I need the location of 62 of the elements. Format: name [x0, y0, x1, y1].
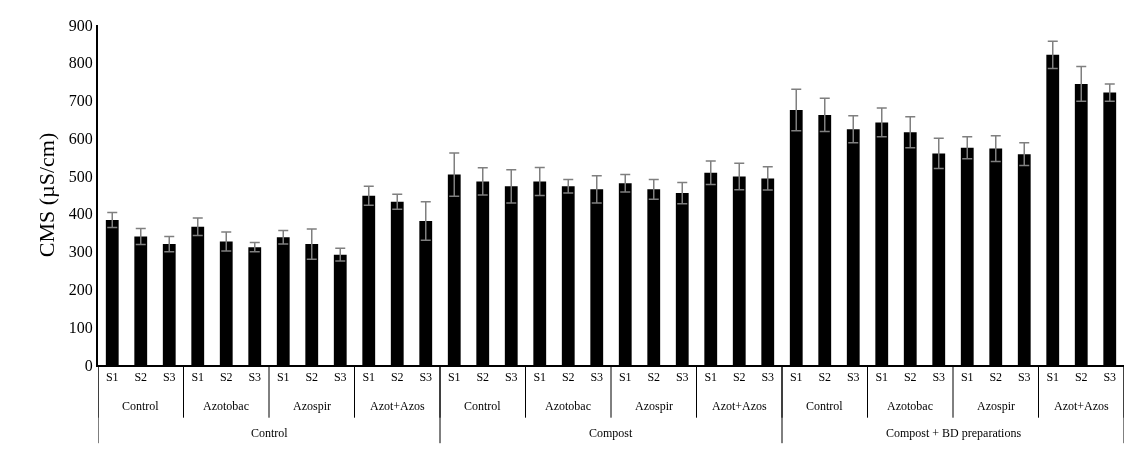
- text: Control: [464, 399, 502, 413]
- x-tick-label: S2: [305, 370, 319, 385]
- x-tick-label: S2: [818, 370, 832, 385]
- text: Azot+Azos: [1054, 399, 1110, 413]
- y-axis-title: CMS (µS/cm): [34, 132, 60, 258]
- x-tick-label: S2: [561, 370, 575, 385]
- y-tick-label: 900: [68, 16, 93, 34]
- y-tick-label: 800: [68, 54, 93, 72]
- x-tick-label: S3: [419, 370, 433, 385]
- x-tick-label: S3: [333, 370, 347, 385]
- text: Control: [806, 399, 844, 413]
- x-tick-label: S1: [533, 370, 547, 385]
- x-tick-label: S2: [134, 370, 148, 385]
- x-tick-label: S1: [960, 370, 974, 385]
- x-tick-label: S2: [732, 370, 746, 385]
- x-tick-label: S3: [1103, 370, 1117, 385]
- x-tick-label: S3: [932, 370, 946, 385]
- x-tick-label: S3: [846, 370, 860, 385]
- x-tick-label: S2: [1074, 370, 1088, 385]
- text: Azot+Azos: [370, 399, 426, 413]
- x-tick-label: S3: [590, 370, 604, 385]
- x-tick-label: S2: [476, 370, 490, 385]
- x-tick-label: S3: [675, 370, 689, 385]
- x-tick-label: S3: [1017, 370, 1031, 385]
- x-tick-label: S1: [362, 370, 376, 385]
- text: Azospir: [635, 399, 673, 413]
- x-tick-label: S3: [162, 370, 176, 385]
- y-tick-label: 600: [68, 129, 93, 147]
- x-tick-label: S2: [903, 370, 917, 385]
- x-tick-label: S1: [105, 370, 119, 385]
- x-tick-label: S1: [276, 370, 290, 385]
- y-tick-label: 700: [68, 92, 93, 110]
- x-tick-label: S1: [704, 370, 718, 385]
- x-tick-label: S1: [875, 370, 889, 385]
- x-tick-label: S1: [1046, 370, 1060, 385]
- x-tick-label: S3: [248, 370, 262, 385]
- x-tick-label: S1: [789, 370, 803, 385]
- x-tick-label: S1: [618, 370, 632, 385]
- text: Azotobac: [887, 399, 933, 413]
- text: Azospir: [977, 399, 1015, 413]
- text: Control: [251, 426, 289, 440]
- x-tick-label: S1: [447, 370, 461, 385]
- y-tick-label: 100: [68, 318, 93, 336]
- y-tick-label: 400: [68, 205, 93, 223]
- x-tick-label: S3: [761, 370, 775, 385]
- text: Compost + BD preparations: [886, 426, 1022, 440]
- text: Compost: [589, 426, 634, 440]
- y-tick-label: 200: [68, 281, 93, 299]
- text: Control: [122, 399, 160, 413]
- text: Azot+Azos: [712, 399, 768, 413]
- x-tick-label: S2: [647, 370, 661, 385]
- text: Azospir: [293, 399, 331, 413]
- x-tick-label: S2: [219, 370, 233, 385]
- x-tick-label: S2: [989, 370, 1003, 385]
- x-tick-label: S3: [504, 370, 518, 385]
- x-tick-label: S1: [191, 370, 205, 385]
- y-tick-label: 0: [84, 356, 93, 374]
- text: Azotobac: [203, 399, 249, 413]
- y-tick-label: 500: [68, 167, 93, 185]
- y-tick-label: 300: [68, 243, 93, 261]
- x-tick-label: S2: [390, 370, 404, 385]
- text: Azotobac: [545, 399, 591, 413]
